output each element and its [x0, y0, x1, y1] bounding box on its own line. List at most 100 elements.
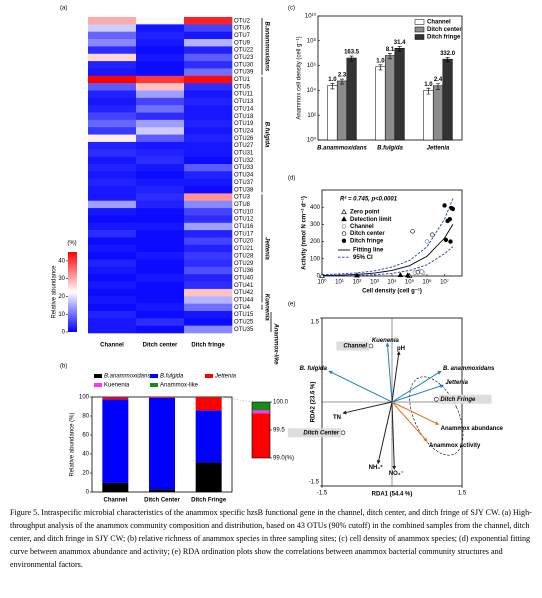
site-label: Ditch Center	[303, 430, 339, 436]
heatmap-cell	[88, 39, 137, 47]
colorbar	[68, 252, 77, 332]
legend-label: Jettenia	[214, 374, 237, 380]
y-tick-label: -1.5	[309, 480, 320, 486]
y-tick-label: 10⁸	[307, 37, 317, 44]
heatmap-cell	[88, 75, 137, 84]
heatmap-cell	[88, 17, 137, 25]
y-tick-label: 300	[310, 222, 321, 228]
heatmap-cell	[184, 171, 233, 179]
vector	[391, 370, 442, 403]
y-axis-label: Anammox cell density (cell g⁻¹)	[297, 36, 303, 119]
heatmap-cell	[136, 244, 185, 253]
y-tick-label: 0	[317, 274, 321, 280]
x-tick-label: 10⁵	[405, 279, 415, 286]
y-tick-label: 10¹⁰	[305, 13, 317, 20]
heatmap-cell	[136, 134, 185, 143]
bar-segment	[102, 397, 129, 400]
heatmap-cell	[184, 252, 233, 260]
heatmap-cell	[136, 163, 185, 172]
heatmap-cell	[136, 208, 185, 216]
heatmap-cell	[136, 61, 185, 69]
heatmap-cell	[184, 222, 233, 231]
x-tick-label: Channel	[103, 498, 127, 504]
row-label: OTU7	[234, 33, 251, 39]
heatmap-cell	[136, 178, 185, 187]
heatmap-cell	[184, 318, 233, 326]
bar-segment	[102, 482, 129, 492]
row-label: OTU22	[234, 48, 254, 54]
heatmap-cell	[136, 296, 185, 304]
heatmap-cell	[184, 310, 233, 319]
heatmap-cell	[88, 53, 137, 62]
vector-label: NO₃⁻	[389, 471, 404, 477]
legend-marker	[341, 231, 347, 236]
fold-label: 1.0	[376, 58, 385, 64]
heatmap-cell	[184, 215, 233, 224]
y-tick-label: 0	[86, 490, 90, 496]
heatmap-cell	[88, 208, 137, 216]
heatmap-cell	[136, 127, 185, 135]
heatmap-cell	[184, 208, 233, 216]
heatmap-cell	[184, 274, 233, 282]
curve	[321, 198, 454, 276]
heatmap-cell	[88, 141, 137, 150]
colorbar-title: Relative abundance	[52, 265, 58, 319]
heatmap-cell	[184, 97, 233, 106]
y-tick-label: 40	[82, 452, 89, 458]
y-tick-label: 20	[82, 471, 89, 477]
heatmap-cell	[184, 17, 233, 25]
error-bar	[426, 87, 431, 95]
row-label: OTU4	[234, 305, 251, 311]
row-label: OTU25	[234, 320, 254, 326]
heatmap-cell	[88, 296, 137, 304]
vector-label: B. fulgida	[300, 366, 328, 372]
site-label: Ditch Fringe	[440, 397, 476, 403]
column-label: Ditch fringe	[191, 343, 225, 349]
vector-label: Kuenenia	[372, 338, 400, 344]
point	[443, 237, 449, 243]
bar	[336, 80, 348, 141]
row-label: OTU38	[234, 187, 254, 193]
legend-label: Zero point	[350, 210, 379, 216]
x-tick-label: -1.5	[317, 491, 328, 497]
panel-label: (e)	[288, 302, 295, 308]
bar	[423, 90, 434, 141]
heatmap-cell	[136, 75, 185, 84]
heatmap-cell	[136, 186, 185, 194]
legend-label: B.anammoxidans	[104, 374, 150, 380]
heatmap-cell	[184, 68, 233, 77]
heatmap-cell	[184, 31, 233, 40]
legend-swatch	[414, 19, 425, 25]
row-label: OTU16	[234, 224, 254, 230]
x-axis-label: Cell density (cell g⁻¹)	[362, 288, 422, 295]
legend-label: Ditch fringe	[427, 35, 461, 41]
heatmap-cell	[88, 186, 137, 194]
x-tick-label: Ditch Fringe	[191, 498, 227, 504]
heatmap-cell	[88, 200, 137, 209]
heatmap-cell	[184, 178, 233, 187]
legend-label: 95% CI	[353, 255, 373, 261]
row-label: OTU36	[234, 268, 254, 274]
y-tick-label: 10⁴	[307, 87, 317, 94]
bar-segment	[149, 489, 175, 492]
row-label: OTU9	[234, 40, 251, 46]
vector	[391, 401, 428, 442]
bar	[346, 57, 357, 141]
heatmap-cell	[88, 288, 137, 297]
y-tick-label: 80	[82, 414, 89, 420]
panel-label: (d)	[288, 176, 295, 182]
column-label: Ditch center	[143, 343, 178, 349]
legend-marker	[341, 216, 347, 222]
heatmap-cell	[136, 31, 185, 40]
heatmap-cell	[88, 134, 137, 143]
row-label: OTU27	[234, 143, 254, 149]
curve	[321, 246, 454, 277]
x-tick-label: B.anammoxidans	[317, 146, 367, 152]
vector-label: pH	[397, 346, 405, 352]
point	[397, 272, 404, 278]
fold-label: 332.0	[440, 51, 456, 57]
x-tick-label: 10⁰	[317, 279, 327, 286]
row-label: OTU34	[234, 173, 254, 179]
heatmap-cell	[136, 310, 185, 319]
